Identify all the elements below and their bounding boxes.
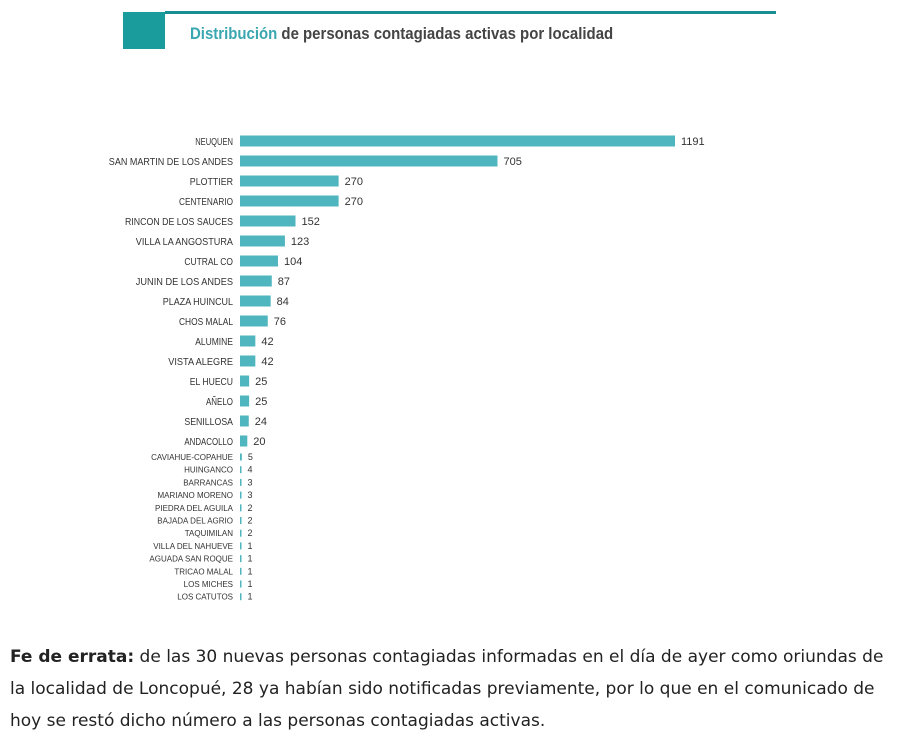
- errata-note: Fe de errata: de las 30 nuevas personas …: [10, 641, 890, 737]
- value-label: 2: [248, 516, 253, 526]
- category-label: EL HUECU: [190, 376, 233, 388]
- bar: [240, 453, 242, 461]
- bar: [240, 415, 249, 427]
- category-label: SENILLOSA: [184, 416, 233, 428]
- category-label: TRICAO MALAL: [174, 567, 233, 576]
- category-label: PLAZA HUINCUL: [163, 296, 233, 308]
- category-label: VISTA ALEGRE: [168, 356, 233, 368]
- chart-title: Distribución de personas contagiadas act…: [190, 24, 613, 44]
- category-label: AÑELO: [206, 395, 233, 408]
- value-label: 1191: [681, 136, 705, 148]
- value-label: 25: [255, 396, 267, 408]
- category-label: VILLA LA ANGOSTURA: [136, 236, 233, 248]
- header-accent-block: [123, 12, 165, 49]
- bar: [240, 135, 675, 147]
- category-label: NEUQUEN: [195, 136, 233, 148]
- value-label: 87: [278, 276, 290, 288]
- value-label: 42: [261, 336, 273, 348]
- category-label: SAN MARTIN DE LOS ANDES: [109, 156, 233, 168]
- category-label: LOS MICHES: [184, 580, 233, 589]
- bar: [240, 275, 272, 287]
- value-label: 1: [248, 566, 253, 576]
- bar: [240, 517, 242, 524]
- value-label: 4: [248, 465, 253, 475]
- bar: [240, 567, 242, 575]
- bar: [240, 478, 242, 486]
- value-label: 24: [255, 416, 267, 428]
- bar: [240, 593, 242, 601]
- value-label: 1: [248, 541, 253, 551]
- bar: [240, 335, 256, 347]
- bar: [240, 175, 339, 187]
- category-label: RINCON DE LOS SAUCES: [125, 216, 233, 228]
- bar: [240, 542, 242, 550]
- value-label: 1: [248, 579, 253, 589]
- bar-chart: NEUQUEN 1191 SAN MARTIN DE LOS ANDES 705 PLO…: [109, 135, 705, 602]
- bar: [240, 215, 296, 227]
- errata-label: Fe de errata:: [10, 647, 135, 667]
- bar: [240, 235, 285, 247]
- title-accent: Distribución: [190, 24, 278, 43]
- value-label: 270: [345, 196, 363, 208]
- category-label: BARRANCAS: [183, 478, 233, 487]
- value-label: 84: [277, 296, 289, 308]
- header-rule: [165, 11, 776, 14]
- bar: [240, 295, 271, 307]
- bar: [240, 375, 250, 387]
- value-label: 270: [345, 176, 363, 188]
- category-label: TAQUIMILAN: [185, 529, 234, 538]
- category-label: AGUADA SAN ROQUE: [149, 555, 233, 564]
- category-label: VILLA DEL NAHUEVE: [153, 542, 233, 551]
- category-label: CUTRAL CO: [184, 256, 233, 268]
- value-label: 123: [291, 236, 309, 248]
- category-label: CAVIAHUE-COPAHUE: [151, 453, 233, 462]
- value-label: 2: [248, 503, 253, 513]
- value-label: 1: [248, 592, 253, 602]
- bar: [240, 435, 248, 447]
- category-label: ANDACOLLO: [184, 436, 233, 448]
- value-label: 152: [302, 216, 320, 228]
- bar: [240, 504, 242, 512]
- category-label: PIEDRA DEL AGUILA: [155, 504, 234, 513]
- category-label: CHOS MALAL: [179, 316, 233, 328]
- value-label: 104: [284, 256, 302, 268]
- category-label: HUINGANCO: [184, 466, 233, 475]
- bar: [240, 255, 278, 267]
- bar: [240, 315, 268, 327]
- value-label: 5: [248, 452, 253, 462]
- category-label: MARIANO MORENO: [157, 491, 233, 500]
- category-label: JUNIN DE LOS ANDES: [136, 276, 233, 288]
- bar: [240, 466, 242, 474]
- value-label: 25: [255, 376, 267, 388]
- bar: [240, 195, 339, 207]
- value-label: 2: [248, 528, 253, 538]
- value-label: 3: [248, 477, 253, 487]
- category-label: LOS CATUTOS: [177, 593, 233, 602]
- title-rest: de personas contagiadas activas por loca…: [277, 24, 614, 43]
- value-label: 20: [253, 436, 265, 448]
- bar: [240, 355, 256, 367]
- value-label: 76: [274, 316, 286, 328]
- category-label: CENTENARIO: [179, 196, 233, 208]
- bar: [240, 395, 250, 407]
- bar: [240, 555, 242, 563]
- bar: [240, 580, 242, 588]
- bar: [240, 529, 242, 537]
- category-label: BAJADA DEL AGRIO: [157, 517, 233, 526]
- value-label: 1: [248, 554, 253, 564]
- bar: [240, 491, 242, 499]
- value-label: 42: [261, 356, 273, 368]
- category-label: ALUMINE: [195, 336, 233, 348]
- bar: [240, 155, 498, 167]
- value-label: 3: [248, 490, 253, 500]
- category-label: PLOTTIER: [190, 176, 234, 188]
- value-label: 705: [503, 156, 521, 168]
- errata-text: de las 30 nuevas personas contagiadas in…: [10, 647, 884, 731]
